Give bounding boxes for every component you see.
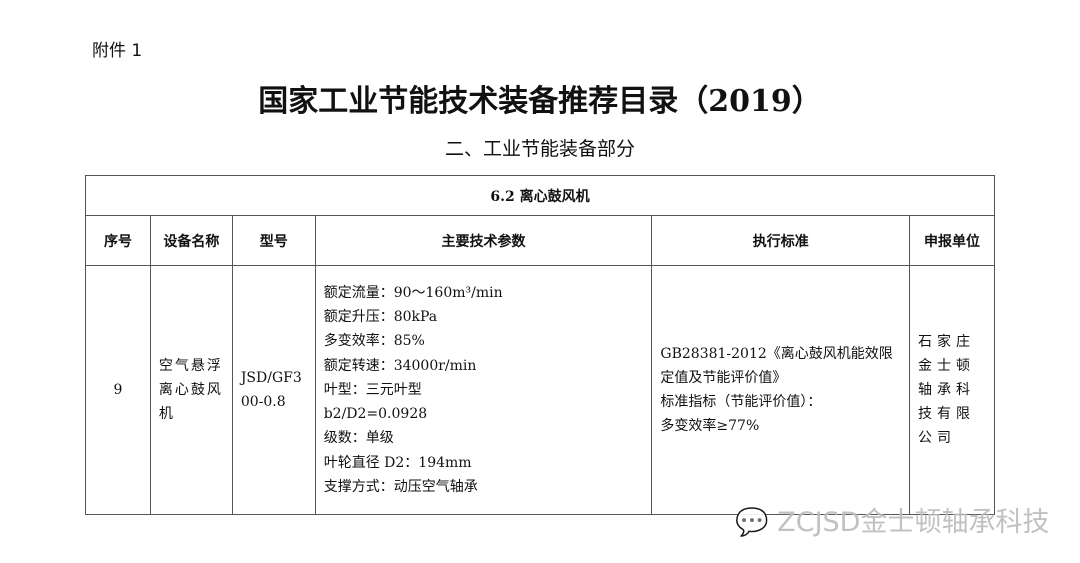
equipment-name: 空气悬浮离心鼓风机: [149, 265, 233, 515]
standard-line: 标准指标（节能评价值）：: [660, 394, 822, 410]
table-row: 9 空气悬浮离心鼓风机 JSD/GF300-0.8 额定流量：90～160m³/…: [85, 265, 995, 515]
wechat-icon: 💬: [735, 507, 769, 538]
document-subtitle: 二、工业节能装备部分: [444, 138, 635, 160]
header-cell: 申报单位: [909, 215, 995, 266]
param-line: 多变效率：85%: [323, 333, 425, 350]
row-number: 9: [85, 265, 151, 515]
document-title: 国家工业节能技术装备推荐目录（2019）: [258, 84, 822, 119]
standard-line: 多变效率≥77%: [660, 418, 760, 434]
section-heading: 6.2 离心鼓风机: [85, 175, 995, 216]
header-cell: 主要技术参数: [314, 215, 653, 266]
param-line: 额定转速：34000r/min: [323, 357, 477, 374]
standard-line: GB28381-2012《离心鼓风机能效限定值及节能评价值》: [660, 346, 893, 386]
param-line: 支撑方式：动压空气轴承: [323, 479, 478, 496]
tech-params: 额定流量：90～160m³/min 额定升压：80kPa 多变效率：85% 额定…: [314, 265, 653, 515]
header-row: 序号 设备名称 型号 主要技术参数 执行标准 申报单位: [85, 215, 995, 266]
equipment-table: 6.2 离心鼓风机 序号 设备名称 型号 主要技术参数 执行标准 申报单位 9 …: [85, 175, 995, 515]
header-cell: 设备名称: [149, 215, 233, 266]
param-line: b2/D2=0.0928: [323, 406, 428, 423]
attachment-label: 附件 1: [92, 41, 143, 61]
param-line: 额定流量：90～160m³/min: [323, 284, 503, 301]
param-line: 叶型：三元叶型: [323, 381, 422, 398]
watermark-text: ZCJSD金士顿轴承科技: [777, 507, 1050, 538]
watermark: 💬 ZCJSD金士顿轴承科技: [735, 500, 1049, 539]
param-line: 级数：单级: [323, 430, 394, 447]
applicant-unit: 石家庄金士顿轴承科技有限公司: [909, 265, 995, 515]
param-line: 额定升压：80kPa: [323, 308, 438, 325]
param-line: 叶轮直径 D2：194mm: [323, 454, 472, 471]
standard: GB28381-2012《离心鼓风机能效限定值及节能评价值》 标准指标（节能评价…: [651, 265, 911, 515]
header-cell: 序号: [85, 215, 151, 266]
model: JSD/GF300-0.8: [231, 265, 316, 515]
header-cell: 型号: [231, 215, 316, 266]
header-cell: 执行标准: [651, 215, 911, 266]
